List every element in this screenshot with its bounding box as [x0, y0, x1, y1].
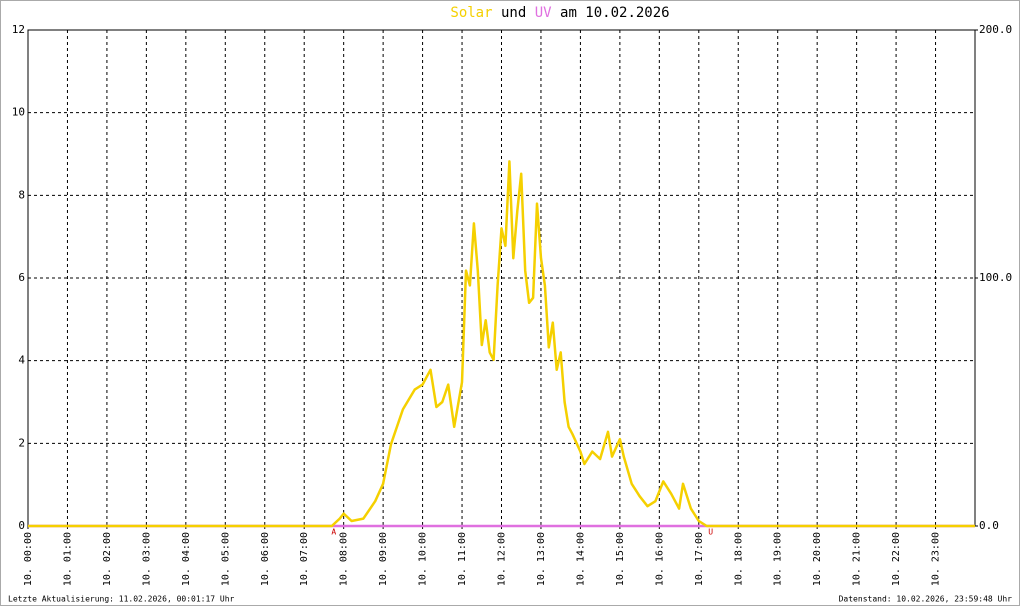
footer-left: Letzte Aktualisierung: 11.02.2026, 00:01…	[8, 595, 235, 604]
x-tick-label: 10. 06:00	[260, 532, 271, 586]
y-tick-label: 10	[12, 106, 25, 119]
y-tick-label: 12	[12, 23, 25, 36]
x-tick-label: 10. 19:00	[773, 532, 784, 586]
title-solar: Solar	[450, 5, 492, 21]
x-tick-label: 10. 16:00	[654, 532, 665, 586]
x-tick-label: 10. 02:00	[102, 532, 113, 586]
x-tick-label: 10. 09:00	[378, 532, 389, 586]
x-tick-label: 10. 22:00	[891, 532, 902, 586]
title-uv: UV	[535, 5, 552, 21]
footer-right: Datenstand: 10.02.2026, 23:59:48 Uhr	[839, 595, 1013, 604]
x-tick-label: 10. 14:00	[575, 532, 586, 586]
x-tick-label: 10. 00:00	[23, 532, 34, 586]
y2-tick-label: 100.0	[979, 271, 1012, 284]
y-tick-label: 4	[18, 354, 25, 367]
y-tick-label: 8	[18, 188, 25, 201]
title-suffix: am 10.02.2026	[560, 5, 670, 21]
x-tick-label: 10. 03:00	[141, 532, 152, 586]
x-tick-label: 10. 13:00	[536, 532, 547, 586]
x-tick-label: 10. 17:00	[694, 532, 705, 586]
annotation: U	[708, 528, 713, 537]
x-tick-label: 10. 15:00	[615, 532, 626, 586]
x-tick-label: 10. 10:00	[418, 532, 429, 586]
x-tick-label: 10. 18:00	[733, 532, 744, 586]
y2-tick-label: 200.0	[979, 23, 1012, 36]
x-tick-label: 10. 20:00	[812, 532, 823, 586]
y2-tick-label: 0.0	[979, 519, 999, 532]
y-tick-label: 6	[18, 271, 25, 284]
title-connector: und	[501, 5, 526, 21]
x-tick-label: 10. 11:00	[457, 532, 468, 586]
y-tick-label: 2	[18, 436, 25, 449]
x-tick-label: 10. 05:00	[220, 532, 231, 586]
y-tick-label: 0	[18, 519, 25, 532]
x-tick-label: 10. 21:00	[852, 532, 863, 586]
x-tick-label: 10. 01:00	[62, 532, 73, 586]
x-tick-label: 10. 04:00	[181, 532, 192, 586]
x-tick-label: 10. 07:00	[299, 532, 310, 586]
annotation: A	[331, 528, 336, 537]
x-tick-label: 10. 23:00	[931, 532, 942, 586]
series-line	[28, 160, 975, 528]
chart-title: Solar und UV am 10.02.2026	[450, 5, 669, 21]
x-tick-label: 10. 12:00	[497, 532, 508, 586]
x-tick-label: 10. 08:00	[339, 532, 350, 586]
